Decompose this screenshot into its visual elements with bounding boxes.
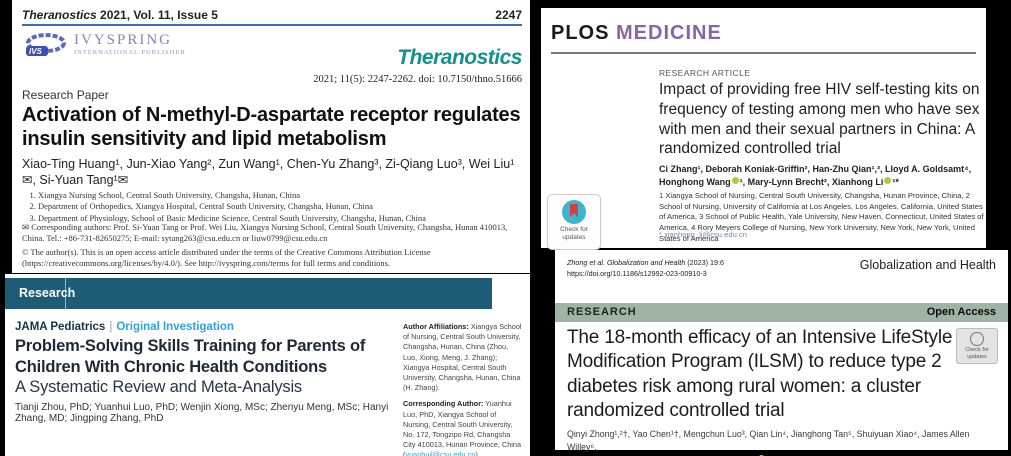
plos-paper-panel: PLOS MEDICINE Check for updates RESEARCH… bbox=[541, 8, 986, 250]
authors-line1: Qinyi Zhong¹,²†, Yao Chen¹†, Mengchun Lu… bbox=[567, 429, 970, 453]
globalization-health-paper-panel: Zhong et al. Globalization and Health (2… bbox=[555, 250, 1008, 456]
author-list: Tianji Zhou, PhD; Yuanhui Luo, PhD; Wenj… bbox=[15, 402, 389, 424]
affiliations-text: 1 Xiangya School of Nursing, Central Sou… bbox=[659, 191, 984, 243]
plos-medicine-logo: PLOS MEDICINE bbox=[551, 22, 722, 45]
authors-line1: Ci Zhang¹, Deborah Koniak-Griffin², Han-… bbox=[659, 164, 972, 174]
check-updates-text: updates bbox=[562, 234, 586, 242]
author-list: Ci Zhang¹, Deborah Koniak-Griffin², Han-… bbox=[659, 163, 981, 189]
corresponding-text: Yuanhui Luo, PhD, Xiangya School of Nurs… bbox=[403, 399, 522, 456]
crossmark-icon bbox=[970, 332, 984, 346]
authors-line2-part: ¹, Mary-Lynn Brecht², Xianhong Li bbox=[739, 177, 884, 188]
research-open-access-banner: RESEARCH Open Access bbox=[555, 303, 1008, 322]
corresponding-email-link[interactable]: * xianhong_li@csu.edu.cn bbox=[659, 230, 747, 239]
article-type-label: RESEARCH ARTICLE bbox=[659, 68, 751, 78]
citation-journal: Zhong et al. Globalization and Health bbox=[567, 258, 686, 267]
citation-doi: 2021; 11(5): 2247-2262. doi: 10.7150/thn… bbox=[313, 74, 522, 85]
logo-rule bbox=[551, 52, 976, 54]
check-updates-text: Check for updates bbox=[965, 347, 989, 360]
ivyspring-ring-icon: IVS bbox=[24, 32, 68, 67]
plos-logo-text: PLOS bbox=[551, 22, 610, 44]
affiliations-label: Author Affiliations: bbox=[403, 322, 469, 331]
doi-link[interactable]: https://doi.org/10.1186/s12992-023-00910… bbox=[567, 268, 707, 278]
article-type-label: Original Investigation bbox=[116, 321, 234, 333]
ivyspring-logo: IVS IVYSPRING INTERNATIONAL PUBLISHER bbox=[24, 32, 186, 67]
check-for-updates-badge[interactable]: Check for updates bbox=[547, 194, 601, 250]
research-banner: Research bbox=[5, 278, 492, 309]
banner-divider bbox=[65, 278, 66, 309]
article-title: Impact of providing free HIV self-testin… bbox=[659, 81, 980, 158]
affiliation-item: Xiangya Nursing School, Central South Un… bbox=[38, 190, 524, 201]
banner-label: Research bbox=[19, 286, 76, 300]
publisher-subtitle: INTERNATIONAL PUBLISHER bbox=[74, 49, 186, 56]
authors-line2-part: Honghong Wang bbox=[659, 177, 731, 188]
authors-line2-part: ¹* bbox=[892, 177, 899, 188]
banner-open-access-label: Open Access bbox=[926, 306, 996, 318]
corresponding-email-link[interactable]: yuanhuil@csu.edu.cn bbox=[405, 450, 476, 456]
journal-name: Globalization and Health bbox=[859, 258, 996, 272]
article-subtitle: A Systematic Review and Meta-Analysis bbox=[15, 378, 302, 396]
journal-name: JAMA Pediatrics bbox=[15, 321, 106, 333]
crossmark-icon bbox=[562, 200, 586, 224]
author-list: Xiao-Ting Huang¹, Jun-Xiao Yang², Zun Wa… bbox=[22, 157, 515, 188]
header-rule bbox=[22, 24, 522, 26]
article-title: Problem-Solving Skills Training for Pare… bbox=[15, 337, 366, 376]
kicker-divider: | bbox=[109, 321, 113, 333]
article-title: The 18-month efficacy of an Intensive Li… bbox=[567, 327, 953, 421]
article-title: Activation of N-methyl-D-aspartate recep… bbox=[22, 104, 521, 151]
article-type-label: Research Paper bbox=[22, 88, 109, 102]
affiliation-item: Department of Physiology, School of Basi… bbox=[38, 213, 524, 224]
citation-block: Zhong et al. Globalization and Health (2… bbox=[567, 258, 724, 280]
journal-kicker: JAMA Pediatrics | Original Investigation bbox=[15, 321, 234, 333]
affiliations-text: Xiangya School of Nursing, Central South… bbox=[403, 322, 522, 393]
orcid-icon[interactable] bbox=[884, 177, 892, 185]
citation-issue: (2023) 19:6 bbox=[687, 258, 725, 267]
svg-text:IVS: IVS bbox=[29, 47, 43, 56]
theranostics-paper-panel: 2247 Theranostics 2021, Vol. 11, Issue 5… bbox=[12, 0, 530, 273]
corresponding-label: Corresponding Author: bbox=[403, 399, 484, 409]
author-affiliations-sidebar: Author Affiliations: Xiangya School of N… bbox=[403, 322, 523, 456]
affiliation-item: Department of Orthopedics, Xiangya Hospi… bbox=[38, 201, 524, 212]
jama-paper-panel: Research JAMA Pediatrics | Original Invest… bbox=[5, 274, 530, 456]
publisher-name: IVYSPRING bbox=[74, 32, 173, 48]
journal-name: Theranostics bbox=[22, 8, 97, 22]
check-for-updates-badge[interactable]: Check for updates bbox=[956, 328, 998, 364]
affiliations-list: Xiangya Nursing School, Central South Un… bbox=[22, 190, 524, 224]
orcid-icon[interactable] bbox=[731, 177, 739, 185]
author-list: Qinyi Zhong¹,²†, Yao Chen¹†, Mengchun Lu… bbox=[567, 428, 987, 456]
theranostics-journal-logo: Theranostics bbox=[397, 46, 522, 69]
running-header: 2247 Theranostics 2021, Vol. 11, Issue 5 bbox=[22, 8, 522, 22]
issue-info: 2021, Vol. 11, Issue 5 bbox=[96, 8, 218, 22]
check-updates-text: Check for bbox=[560, 226, 588, 233]
page-number: 2247 bbox=[495, 8, 522, 22]
corresponding-text-end: ). bbox=[475, 450, 480, 456]
copyright-license-note: © The author(s). This is an open access … bbox=[22, 247, 431, 269]
corresponding-authors-note: ✉ Corresponding authors: Prof. Si-Yuan T… bbox=[22, 222, 508, 244]
banner-research-label: RESEARCH bbox=[567, 306, 637, 318]
plos-journal-text: MEDICINE bbox=[616, 22, 722, 44]
